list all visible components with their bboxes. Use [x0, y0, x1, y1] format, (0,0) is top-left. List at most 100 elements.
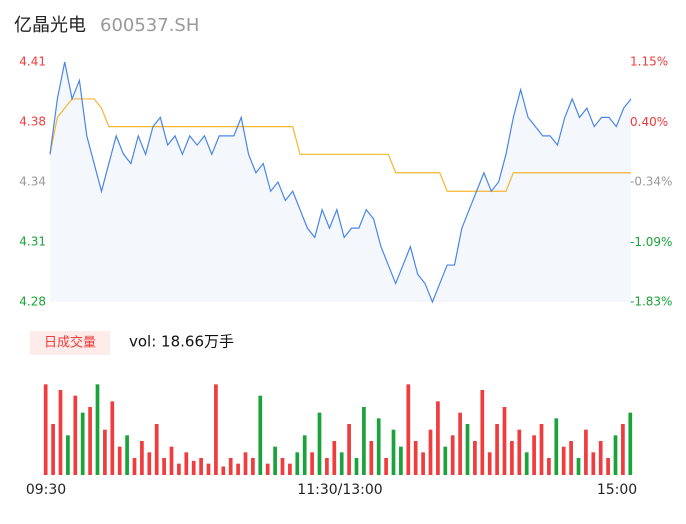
volume-bar	[613, 435, 618, 475]
x-tick-label: 15:00	[597, 482, 637, 498]
volume-bar	[628, 412, 633, 475]
y2-tick-label: -0.34%	[630, 175, 672, 189]
volume-bar	[325, 458, 329, 475]
volume-bar	[66, 435, 70, 475]
volume-bar	[162, 458, 166, 475]
y-tick-label: 4.41	[19, 55, 46, 69]
price-area	[50, 62, 631, 302]
volume-bar	[510, 441, 514, 475]
x-tick-label: 09:30	[26, 482, 66, 498]
volume-bar	[288, 463, 292, 475]
volume-bar	[117, 446, 122, 475]
volume-bar	[384, 458, 388, 475]
volume-bar	[80, 412, 85, 475]
volume-bar	[199, 458, 203, 475]
volume-bar	[251, 458, 255, 475]
volume-bar	[561, 446, 566, 475]
volume-badge: 日成交量	[44, 335, 96, 351]
volume-bar	[598, 441, 603, 475]
volume-bar	[169, 446, 174, 475]
volume-bar	[362, 407, 366, 475]
volume-bar	[58, 390, 63, 475]
stock-name: 亿晶光电	[14, 15, 86, 36]
y2-tick-label: -1.09%	[630, 235, 672, 249]
volume-bar	[569, 441, 573, 475]
volume-bar	[147, 452, 152, 475]
y2-tick-label: 0.40%	[630, 115, 668, 129]
volume-bar	[221, 466, 226, 475]
volume-bar	[332, 441, 337, 475]
volume-bar	[339, 452, 344, 475]
volume-bar	[154, 424, 159, 475]
volume-bar	[547, 458, 551, 475]
stock-code: 600537.SH	[100, 15, 199, 36]
volume-bar	[214, 384, 218, 475]
volume-bar	[51, 424, 55, 475]
volume-bar	[443, 446, 448, 475]
volume-bar	[532, 435, 536, 475]
volume-bar	[458, 412, 462, 475]
series-line	[49, 61, 632, 304]
volume-bar	[243, 452, 248, 475]
volume-bar	[539, 424, 544, 475]
volume-bar	[302, 435, 307, 475]
volume-bar	[354, 458, 359, 475]
volume-bar	[206, 463, 211, 475]
volume-bar	[103, 429, 107, 475]
volume-label: vol: 18.66万手	[129, 333, 234, 351]
volume-bar	[584, 429, 588, 475]
volume-bar	[88, 407, 92, 475]
volume-bar	[347, 424, 351, 475]
y-tick-label: 4.28	[19, 295, 46, 309]
volume-bar	[295, 452, 300, 475]
volume-bar	[473, 441, 477, 475]
volume-bar	[258, 395, 263, 475]
badge-bg	[30, 331, 110, 355]
volume-bar	[436, 401, 440, 475]
volume-bar	[376, 418, 381, 475]
volume-bar	[391, 429, 396, 475]
volume-bar	[621, 424, 625, 475]
volume-bar	[310, 452, 314, 475]
volume-bar	[399, 446, 403, 475]
volume-bar	[591, 452, 596, 475]
volume-bar	[406, 384, 411, 475]
volume-bar	[450, 435, 455, 475]
volume-bar	[369, 441, 374, 475]
volume-bar	[265, 463, 270, 475]
volume-bar	[132, 458, 137, 475]
volume-bar	[480, 390, 485, 475]
volume-bar	[191, 460, 196, 475]
volume-bar	[140, 441, 144, 475]
y-tick-label: 4.31	[19, 235, 46, 249]
x-tick-label: 11:30/13:00	[297, 482, 382, 498]
volume-bar	[524, 452, 529, 475]
volume-bar	[95, 384, 100, 475]
volume-bar	[421, 452, 425, 475]
volume-bar	[517, 429, 522, 475]
y-tick-label: 4.38	[19, 115, 46, 129]
volume-bar	[428, 429, 433, 475]
volume-bar	[273, 446, 277, 475]
volume-bar	[554, 418, 559, 475]
y-tick-label: 4.34	[19, 175, 46, 189]
y2-tick-label: 1.15%	[630, 55, 668, 69]
volume-bar	[606, 458, 610, 475]
series-line	[49, 98, 631, 192]
volume-bar	[576, 458, 581, 475]
volume-bar	[43, 384, 48, 475]
volume-bar	[502, 407, 507, 475]
volume-bar	[317, 412, 322, 475]
y2-tick-label: -1.83%	[630, 295, 672, 309]
volume-bar	[110, 401, 115, 475]
volume-bar	[413, 441, 418, 475]
volume-bar	[125, 435, 129, 475]
volume-bar	[228, 458, 233, 475]
volume-bar	[280, 458, 285, 475]
volume-bar	[177, 463, 181, 475]
volume-bar	[487, 452, 492, 475]
volume-bar	[495, 424, 499, 475]
volume-bar	[236, 463, 240, 475]
